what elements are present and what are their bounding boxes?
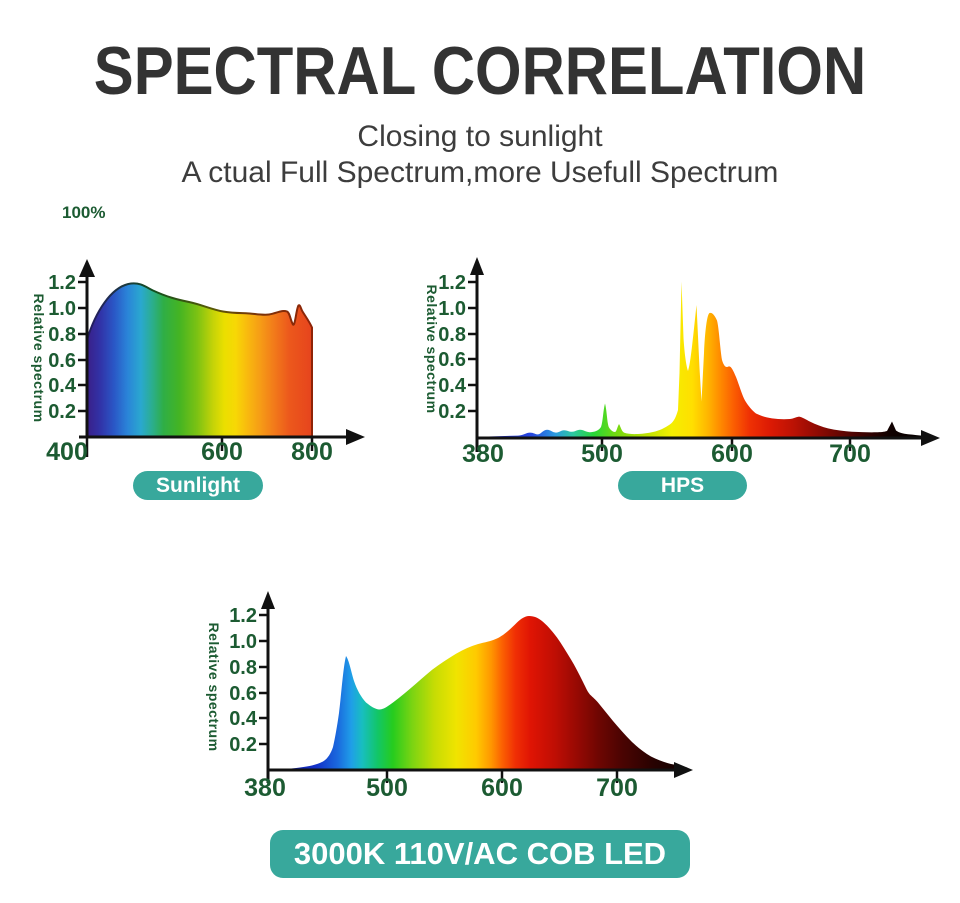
y-axis-arrow-icon bbox=[79, 259, 95, 277]
x-axis bbox=[477, 430, 940, 451]
subtitle-line1: Closing to sunlight bbox=[357, 120, 603, 153]
cob-led-chart: 1.2 1.0 0.8 0.6 0.4 0.2 Relative spectru… bbox=[206, 591, 693, 802]
x-axis bbox=[79, 429, 365, 457]
page-title: SPECTRAL CORRELATION bbox=[93, 33, 867, 109]
y-axis-arrow-icon bbox=[261, 591, 275, 609]
x-tick-label: 380 bbox=[244, 774, 286, 802]
y-tick-label: 1.0 bbox=[48, 298, 76, 320]
x-axis bbox=[268, 762, 693, 783]
sunlight-badge: Sunlight bbox=[133, 471, 263, 500]
y-tick-label: 0.2 bbox=[438, 401, 466, 423]
y-axis-arrow-icon bbox=[470, 257, 484, 275]
y-tick-label: 1.0 bbox=[229, 631, 257, 653]
sunlight-spectrum-area bbox=[86, 282, 313, 438]
y-axis-title: Relative spectrum bbox=[424, 284, 440, 413]
hps-badge: HPS bbox=[618, 471, 747, 500]
y-tick-label: 0.4 bbox=[229, 708, 258, 730]
hps-chart: 1.2 1.0 0.8 0.6 0.4 0.2 Relative spectru… bbox=[424, 257, 940, 468]
y-tick-label: 0.8 bbox=[229, 657, 257, 679]
y-tick-label: 0.8 bbox=[438, 324, 466, 346]
x-tick-label: 600 bbox=[711, 440, 753, 468]
sunlight-chart: 1.2 1.0 0.8 0.6 0.4 0.2 Relative spectru… bbox=[31, 259, 365, 466]
x-tick-label: 600 bbox=[481, 774, 523, 802]
cob-led-badge: 3000K 110V/AC COB LED bbox=[270, 830, 690, 878]
x-tick-label: 500 bbox=[366, 774, 408, 802]
x-tick-label: 700 bbox=[829, 440, 871, 468]
x-tick-label: 500 bbox=[581, 440, 623, 468]
y-axis bbox=[259, 591, 275, 783]
y-tick-label: 0.2 bbox=[229, 734, 257, 756]
y-tick-label: 0.4 bbox=[48, 375, 77, 397]
y-tick-label: 0.4 bbox=[438, 375, 467, 397]
x-tick-label: 600 bbox=[201, 438, 243, 466]
hundred-percent-label: 100% bbox=[62, 203, 106, 222]
y-tick-label: 0.2 bbox=[48, 401, 76, 423]
y-tick-label: 0.6 bbox=[438, 349, 466, 371]
y-axis-title: Relative spectrum bbox=[206, 622, 222, 751]
y-tick-label: 0.6 bbox=[229, 683, 257, 705]
y-tick-label: 1.2 bbox=[48, 272, 76, 294]
cob-led-spectrum-area bbox=[268, 616, 689, 770]
y-tick-label: 1.2 bbox=[438, 272, 466, 294]
y-axis bbox=[78, 259, 95, 437]
y-tick-label: 0.8 bbox=[48, 324, 76, 346]
x-axis-arrow-icon bbox=[921, 430, 940, 446]
x-tick-label: 800 bbox=[291, 438, 333, 466]
x-tick-label: 380 bbox=[462, 440, 504, 468]
y-tick-label: 1.2 bbox=[229, 605, 257, 627]
x-tick-label: 700 bbox=[596, 774, 638, 802]
subtitle-line2: A ctual Full Spectrum,more Usefull Spect… bbox=[181, 156, 779, 189]
y-tick-label: 0.6 bbox=[48, 350, 76, 372]
x-tick-label: 400 bbox=[46, 438, 88, 466]
y-axis bbox=[468, 257, 484, 452]
x-axis-arrow-icon bbox=[674, 762, 693, 778]
x-axis-arrow-icon bbox=[346, 429, 365, 445]
y-tick-label: 1.0 bbox=[438, 298, 466, 320]
hps-spectrum-area bbox=[477, 281, 929, 437]
y-axis-title: Relative spectrum bbox=[31, 293, 47, 422]
